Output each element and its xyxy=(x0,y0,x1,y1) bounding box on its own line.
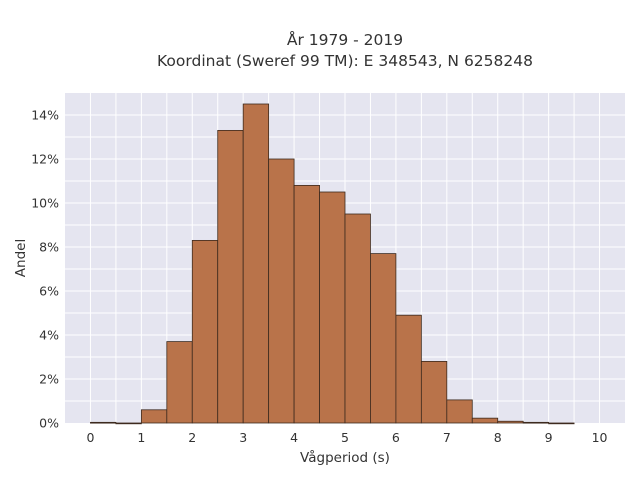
histogram-bar xyxy=(268,158,295,424)
histogram-bar xyxy=(217,129,244,424)
y-tick-label: 12% xyxy=(31,152,59,167)
x-tick-label: 7 xyxy=(443,430,451,445)
histogram-bar xyxy=(420,360,448,424)
x-tick-label: 3 xyxy=(239,430,247,445)
x-tick-label: 1 xyxy=(137,430,145,445)
y-axis-ticks: 0% 2% 4% 6% 8% 10% 12% 14% xyxy=(31,108,59,431)
y-tick-label: 14% xyxy=(31,108,59,123)
x-tick-label: 2 xyxy=(188,430,196,445)
histogram-bar xyxy=(90,421,117,424)
histogram-bar xyxy=(497,420,524,424)
histogram-bar xyxy=(319,191,346,424)
histogram-bar xyxy=(293,184,320,424)
histogram-bar xyxy=(446,399,473,424)
chart-title-line1: År 1979 - 2019 xyxy=(287,30,403,49)
x-axis-label: Vågperiod (s) xyxy=(300,449,390,466)
x-tick-label: 0 xyxy=(86,430,94,445)
y-tick-label: 2% xyxy=(39,372,59,387)
histogram-bar xyxy=(140,409,168,424)
y-tick-label: 6% xyxy=(39,284,59,299)
x-tick-label: 8 xyxy=(494,430,502,445)
y-tick-label: 0% xyxy=(39,416,59,431)
x-tick-label: 9 xyxy=(545,430,553,445)
y-tick-label: 10% xyxy=(31,196,59,211)
x-tick-label: 5 xyxy=(341,430,349,445)
y-tick-label: 4% xyxy=(39,328,59,343)
histogram-bar xyxy=(115,422,142,425)
histogram-bar xyxy=(242,103,270,424)
histogram-bar xyxy=(522,421,550,424)
x-tick-label: 4 xyxy=(290,430,298,445)
histogram-bar xyxy=(548,422,575,425)
histogram-bar xyxy=(370,253,397,424)
histogram-bar xyxy=(344,213,371,424)
y-tick-label: 8% xyxy=(39,240,59,255)
x-tick-label: 6 xyxy=(392,430,400,445)
x-axis-ticks: 0 1 2 3 4 5 6 7 8 9 10 xyxy=(86,430,607,445)
chart-title-line2: Koordinat (Sweref 99 TM): E 348543, N 62… xyxy=(157,52,533,70)
histogram-bar xyxy=(395,314,422,424)
histogram-bar xyxy=(471,417,499,424)
bars xyxy=(90,103,575,425)
x-tick-label: 10 xyxy=(592,430,608,445)
histogram-bar xyxy=(191,239,219,424)
y-axis-label: Andel xyxy=(13,239,29,277)
histogram-bar xyxy=(166,341,193,424)
